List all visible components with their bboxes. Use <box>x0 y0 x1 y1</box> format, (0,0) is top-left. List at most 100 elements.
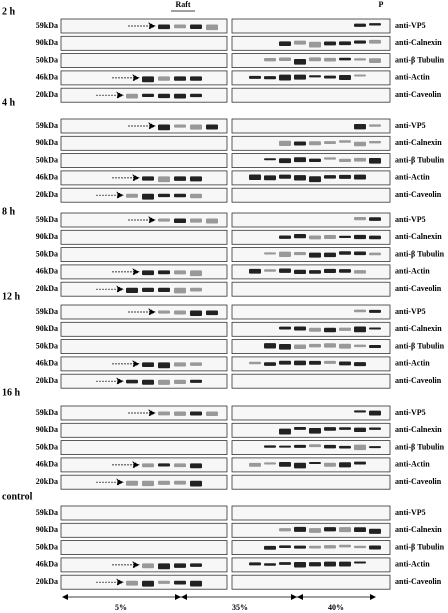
antibody-label: anti-Caveolin <box>395 190 442 199</box>
band <box>324 444 336 449</box>
antibody-label: anti-Caveolin <box>395 376 442 385</box>
band <box>142 362 154 367</box>
band <box>294 40 306 45</box>
size-label: 50kDa <box>36 249 58 258</box>
size-label: 46kDa <box>36 173 58 182</box>
group-label: 16 h <box>2 387 21 398</box>
size-label: 50kDa <box>36 155 58 164</box>
arrow <box>112 268 140 276</box>
band <box>354 545 366 549</box>
band <box>309 141 321 146</box>
band <box>142 580 154 587</box>
group-label: 2 h <box>2 6 16 17</box>
band <box>158 76 170 81</box>
band <box>142 76 154 83</box>
band <box>190 379 202 383</box>
band <box>369 235 381 240</box>
arrow <box>112 174 140 182</box>
band <box>324 41 336 46</box>
arrow <box>96 191 124 199</box>
band <box>369 124 381 127</box>
band <box>174 218 186 224</box>
arrow <box>112 461 140 469</box>
size-label: 20kDa <box>36 376 58 385</box>
band <box>339 445 351 449</box>
band <box>369 446 381 449</box>
band <box>158 379 170 385</box>
band <box>354 124 366 130</box>
size-label: 50kDa <box>36 341 58 350</box>
band <box>354 444 366 451</box>
band <box>339 57 351 61</box>
band <box>249 75 261 79</box>
band <box>294 141 306 146</box>
band <box>309 57 321 62</box>
arrow <box>96 91 124 99</box>
arrow <box>112 360 140 368</box>
band <box>339 158 351 162</box>
band <box>309 343 321 348</box>
band <box>294 326 306 331</box>
blot-panel <box>231 212 391 228</box>
band <box>190 124 202 130</box>
band <box>158 270 170 275</box>
band <box>339 327 351 331</box>
band <box>249 462 261 467</box>
size-label: 59kDa <box>36 215 58 224</box>
size-label: 20kDa <box>36 284 58 293</box>
antibody-label: anti-β Tubulin <box>395 442 445 451</box>
band <box>190 362 202 366</box>
band <box>324 234 336 240</box>
band <box>158 93 170 99</box>
pellet-label: P <box>379 0 384 9</box>
band <box>279 528 291 532</box>
band <box>309 252 321 258</box>
band <box>324 141 336 145</box>
size-label: 59kDa <box>36 508 58 517</box>
band <box>264 158 276 161</box>
blot-panel <box>231 457 391 473</box>
band <box>190 176 202 182</box>
band <box>369 140 381 144</box>
band <box>142 193 154 200</box>
band <box>158 411 170 416</box>
band <box>309 327 321 332</box>
antibody-label: anti-Calnexin <box>395 324 442 333</box>
band <box>309 75 321 78</box>
blot-panel <box>60 35 228 51</box>
band <box>324 75 336 79</box>
band <box>369 327 381 330</box>
band <box>206 218 218 224</box>
band <box>309 461 321 465</box>
band <box>142 176 154 181</box>
band <box>206 310 218 316</box>
band <box>354 527 366 533</box>
blot-panel <box>60 440 228 456</box>
band <box>294 234 306 239</box>
band <box>174 176 186 181</box>
arrow <box>128 216 156 224</box>
size-label: 46kDa <box>36 359 58 368</box>
antibody-label: anti-β Tubulin <box>395 341 445 350</box>
band <box>354 427 366 433</box>
band <box>158 24 170 30</box>
band <box>142 270 154 276</box>
antibody-label: anti-VP5 <box>395 508 426 517</box>
band <box>294 462 306 469</box>
band <box>369 344 381 349</box>
antibody-label: anti-Caveolin <box>395 577 442 586</box>
antibody-label: anti-VP5 <box>395 121 426 130</box>
band <box>324 360 336 364</box>
arrow <box>96 285 124 293</box>
band <box>324 462 336 467</box>
size-label: 50kDa <box>36 542 58 551</box>
raft-label: Raft <box>175 0 190 9</box>
band <box>354 40 366 44</box>
band <box>294 175 306 181</box>
band <box>158 287 170 293</box>
blot-panel <box>231 70 391 86</box>
band <box>279 41 291 47</box>
size-label: 20kDa <box>36 577 58 586</box>
blot-panel <box>60 505 228 521</box>
